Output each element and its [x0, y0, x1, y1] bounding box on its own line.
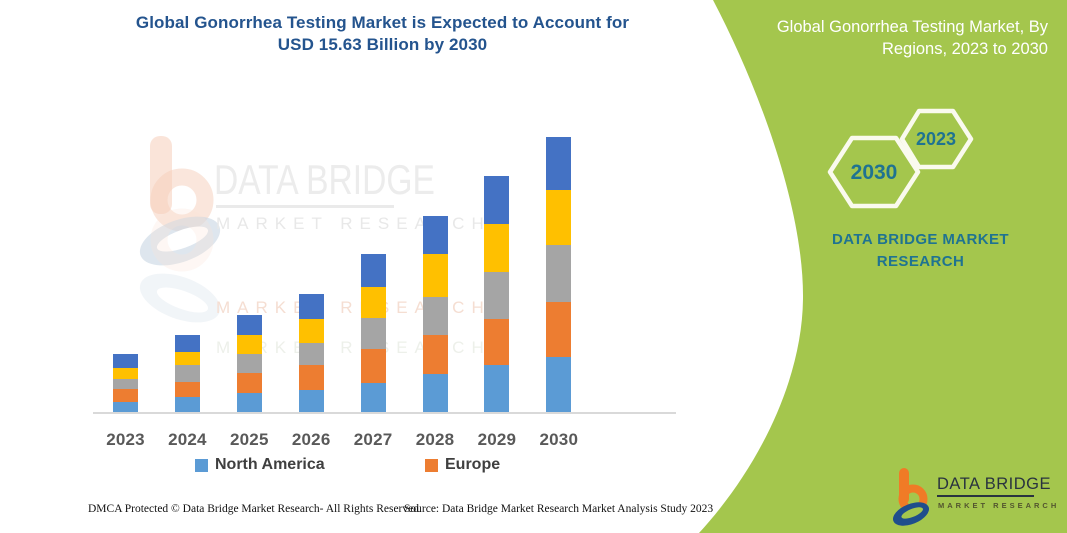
bar-segment-2024-s1: [174, 397, 200, 413]
stacked-bar-2024: [174, 335, 200, 413]
bar-segment-2029-s2: [484, 319, 510, 365]
legend-label: Europe: [445, 456, 501, 473]
bar-segment-2026-s1: [298, 390, 324, 413]
hexagon-2030-label: 2030: [851, 161, 898, 184]
side-panel-title-line2: Regions, 2023 to 2030: [881, 40, 1048, 59]
legend-item-europe: Europe: [425, 456, 500, 474]
stacked-bar-2028: [422, 216, 448, 413]
bar-segment-2024-s5: [174, 335, 200, 352]
bar-segment-2029-s1: [484, 365, 510, 413]
legend-swatch: [195, 458, 208, 472]
stacked-bar-2026: [298, 294, 324, 413]
side-panel-title: Global Gonorrhea Testing Market, By Regi…: [718, 16, 1048, 61]
dbmr-logo-underline: [937, 495, 1034, 497]
bar-segment-2029-s3: [484, 272, 510, 319]
bar-segment-2030-s2: [546, 302, 572, 357]
bar-segment-2025-s5: [236, 315, 262, 335]
bar-segment-2025-s3: [236, 354, 262, 373]
green-panel-path: [699, 0, 1067, 533]
bar-segment-2030-s3: [546, 245, 572, 302]
legend-item-north-america: North America: [195, 456, 325, 474]
dbmr-logo-icon: [892, 468, 930, 526]
bar-segment-2028-s4: [422, 254, 448, 297]
chart-title: Global Gonorrhea Testing Market is Expec…: [60, 12, 705, 56]
dbmr-logo-subtitle: MARKET RESEARCH: [938, 501, 1060, 510]
hexagon-2030: [827, 135, 921, 209]
bar-segment-2027-s1: [360, 383, 386, 413]
bar-segment-2027-s3: [360, 318, 386, 349]
bar-segment-2026-s2: [298, 365, 324, 390]
bar-segment-2023-s1: [113, 402, 138, 413]
side-panel-brand-text: DATA BRIDGE MARKET RESEARCH: [818, 229, 1023, 273]
bar-segment-2025-s4: [236, 335, 262, 354]
legend-label: North America: [215, 456, 325, 473]
x-axis-label-2026: 2026: [291, 430, 331, 449]
bar-segment-2028-s5: [422, 216, 448, 254]
stacked-bar-2025: [236, 315, 262, 413]
footer-dmca: DMCA Protected © Data Bridge Market Rese…: [88, 503, 422, 515]
bar-segment-2030-s1: [546, 357, 572, 413]
stacked-bar-2030: [546, 137, 572, 413]
brand-text-line1: DATA BRIDGE MARKET: [832, 231, 1009, 248]
chart-title-line2: USD 15.63 Billion by 2030: [277, 35, 488, 55]
bar-segment-2023-s4: [113, 368, 138, 379]
bar-segment-2024-s2: [174, 382, 200, 397]
bar-segment-2026-s5: [298, 294, 324, 319]
bar-segment-2023-s3: [113, 379, 138, 389]
bar-segment-2027-s4: [360, 287, 386, 318]
bar-segment-2028-s1: [422, 374, 448, 413]
x-axis-label-2025: 2025: [229, 430, 269, 449]
x-axis-label-2028: 2028: [415, 430, 455, 449]
bar-segment-2026-s3: [298, 343, 324, 365]
bar-segment-2025-s2: [236, 373, 262, 393]
bar-segment-2027-s5: [360, 254, 386, 287]
x-axis-label-2023: 2023: [106, 430, 145, 449]
x-axis-label-2030: 2030: [539, 430, 579, 449]
bar-segment-2028-s2: [422, 335, 448, 374]
x-axis-label-2024: 2024: [168, 430, 207, 449]
bar-segment-2030-s4: [546, 190, 572, 245]
bar-segment-2029-s4: [484, 224, 510, 272]
hexagon-2023: [899, 108, 974, 170]
hexagon-2023-label: 2023: [916, 129, 956, 149]
bar-segment-2026-s4: [298, 319, 324, 343]
bar-segment-2030-s5: [546, 137, 572, 190]
bar-segment-2029-s5: [484, 176, 510, 224]
bar-segment-2023-s2: [113, 389, 138, 402]
side-panel-title-line1: Global Gonorrhea Testing Market, By: [776, 18, 1048, 36]
x-axis-label-2027: 2027: [353, 430, 393, 449]
brand-text-line2: RESEARCH: [876, 252, 965, 270]
stacked-bar-2029: [484, 176, 510, 413]
bar-segment-2023-s5: [113, 354, 138, 368]
footer-source: Source: Data Bridge Market Research Mark…: [404, 503, 714, 515]
dbmr-logo-title: DATA BRIDGE: [937, 475, 1051, 493]
stacked-bar-2023: [113, 354, 138, 413]
chart-title-line1: Global Gonorrhea Testing Market is Expec…: [135, 13, 630, 32]
x-axis-label-2029: 2029: [477, 430, 517, 449]
bar-segment-2027-s2: [360, 349, 386, 383]
bar-segment-2025-s1: [236, 393, 262, 413]
bar-segment-2024-s3: [174, 365, 200, 382]
x-axis-line: [93, 412, 676, 414]
stacked-bar-2027: [360, 254, 386, 413]
bar-segment-2028-s3: [422, 297, 448, 335]
hexagons: 2030 2023: [827, 108, 974, 209]
bar-segment-2024-s4: [174, 352, 200, 365]
legend-swatch: [425, 458, 438, 472]
plot-area: [113, 137, 572, 413]
